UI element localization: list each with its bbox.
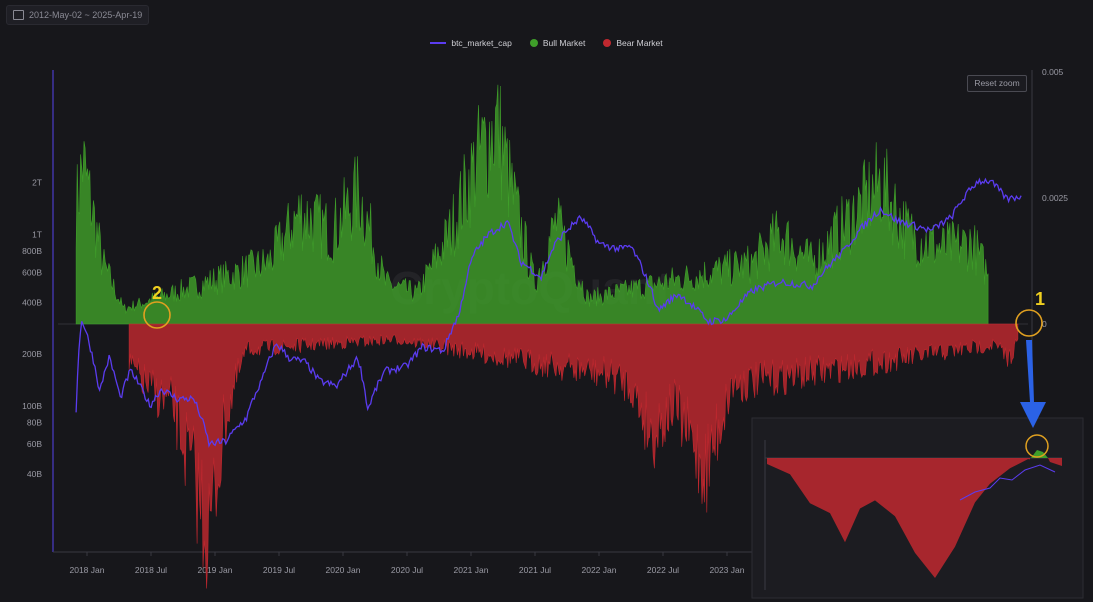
x-tick-label: 2022 Jul [647,565,679,575]
legend-label: Bull Market [542,38,586,48]
inset-zoom-chart [751,417,1084,599]
y-left-tick-label: 100B [22,401,42,411]
highlight-circle-2 [143,301,171,329]
bull-market-area [75,84,989,325]
legend-dot-icon [529,39,538,47]
x-tick-label: 2022 Jan [582,565,617,575]
market-cap-series-line [75,177,1022,448]
y-right-tick-label: 0 [1042,319,1047,329]
legend-dot-icon [603,39,612,47]
y-left-tick-label: 200B [22,349,42,359]
legend-item-bull[interactable]: Bull Market [529,38,586,48]
y-left-tick-label: 1T [32,229,42,239]
inset-highlight-circle [1025,434,1049,458]
calendar-icon [13,10,24,20]
highlight-circle-1 [1015,309,1043,337]
y-left-tick-label: 80B [27,417,42,427]
market-cap-line [75,177,1022,448]
inset-bull-area [1031,450,1048,458]
x-tick-label: 2023 Jan [710,565,745,575]
legend-item-market-cap[interactable]: btc_market_cap [430,38,512,48]
x-tick-label: 2020 Jan [326,565,361,575]
y-left-tick-label: 400B [22,298,42,308]
y-right-tick-label: 0.005 [1042,67,1064,77]
arrow-down-icon [1020,340,1046,428]
y-left-tick-label: 800B [22,246,42,256]
x-tick-label: 2018 Jan [70,565,105,575]
y-left-tick-label: 40B [27,469,42,479]
legend-label: Bear Market [616,38,663,48]
x-tick-label: 2021 Jul [519,565,551,575]
y-left-tick-label: 60B [27,439,42,449]
y-left-tick-label: 2T [32,178,42,188]
bear-market-area [128,323,1019,589]
x-tick-label: 2019 Jul [263,565,295,575]
inset-market-cap-line [959,464,1056,501]
legend-line-icon [430,42,447,44]
y-axis-left: 2T 1T 800B 600B 400B 200B 100B 80B 60B 40B [22,70,54,552]
date-range-text: 2012-May-02 ~ 2025-Apr-19 [29,10,143,20]
x-tick-label: 2021 Jan [454,565,489,575]
reset-zoom-button[interactable]: Reset zoom [967,75,1027,92]
x-tick-label: 2019 Jan [198,565,233,575]
date-range-picker[interactable]: 2012-May-02 ~ 2025-Apr-19 [6,5,150,25]
chart-legend: btc_market_cap Bull Market Bear Market [0,38,1093,48]
x-tick-label: 2018 Jul [135,565,167,575]
legend-item-bear[interactable]: Bear Market [603,38,663,48]
annotation-label-2: 2 [152,283,162,303]
y-right-tick-label: 0.0025 [1042,193,1068,203]
y-left-tick-label: 600B [22,267,42,277]
inset-bear-area-tail [1048,458,1062,466]
x-tick-label: 2020 Jul [391,565,423,575]
legend-label: btc_market_cap [451,38,512,48]
annotation-label-1: 1 [1035,289,1045,309]
inset-bear-area [767,458,1030,578]
